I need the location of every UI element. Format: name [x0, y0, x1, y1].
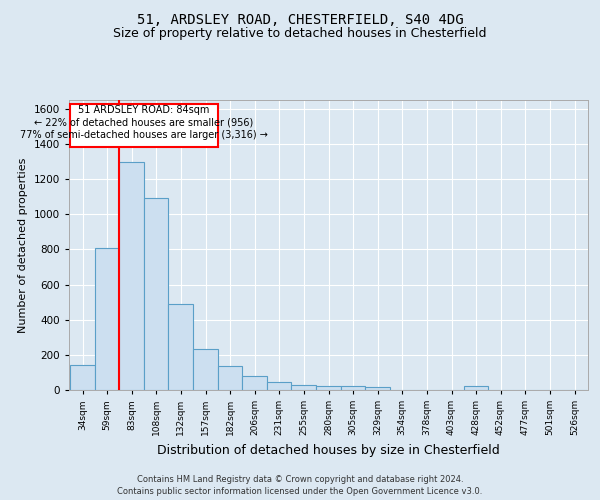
Bar	[119, 162, 144, 390]
X-axis label: Distribution of detached houses by size in Chesterfield: Distribution of detached houses by size …	[157, 444, 500, 456]
Y-axis label: Number of detached properties: Number of detached properties	[18, 158, 28, 332]
Bar	[193, 348, 218, 390]
Bar	[267, 382, 291, 390]
Bar	[168, 304, 193, 390]
Bar	[218, 366, 242, 390]
Text: Size of property relative to detached houses in Chesterfield: Size of property relative to detached ho…	[113, 28, 487, 40]
Bar	[70, 366, 95, 390]
Text: 51, ARDSLEY ROAD, CHESTERFIELD, S40 4DG: 51, ARDSLEY ROAD, CHESTERFIELD, S40 4DG	[137, 12, 463, 26]
Text: 51 ARDSLEY ROAD: 84sqm: 51 ARDSLEY ROAD: 84sqm	[79, 105, 209, 115]
Text: 77% of semi-detached houses are larger (3,316) →: 77% of semi-detached houses are larger (…	[20, 130, 268, 140]
Text: Contains HM Land Registry data © Crown copyright and database right 2024.: Contains HM Land Registry data © Crown c…	[137, 476, 463, 484]
Bar	[95, 248, 119, 390]
Bar	[341, 386, 365, 390]
Text: Contains public sector information licensed under the Open Government Licence v3: Contains public sector information licen…	[118, 486, 482, 496]
Text: ← 22% of detached houses are smaller (956): ← 22% of detached houses are smaller (95…	[34, 118, 254, 128]
Bar	[464, 386, 488, 390]
Bar	[242, 376, 267, 390]
Bar	[316, 386, 341, 390]
Bar	[291, 384, 316, 390]
Bar	[70, 104, 218, 148]
Bar	[365, 388, 390, 390]
Bar	[144, 198, 168, 390]
